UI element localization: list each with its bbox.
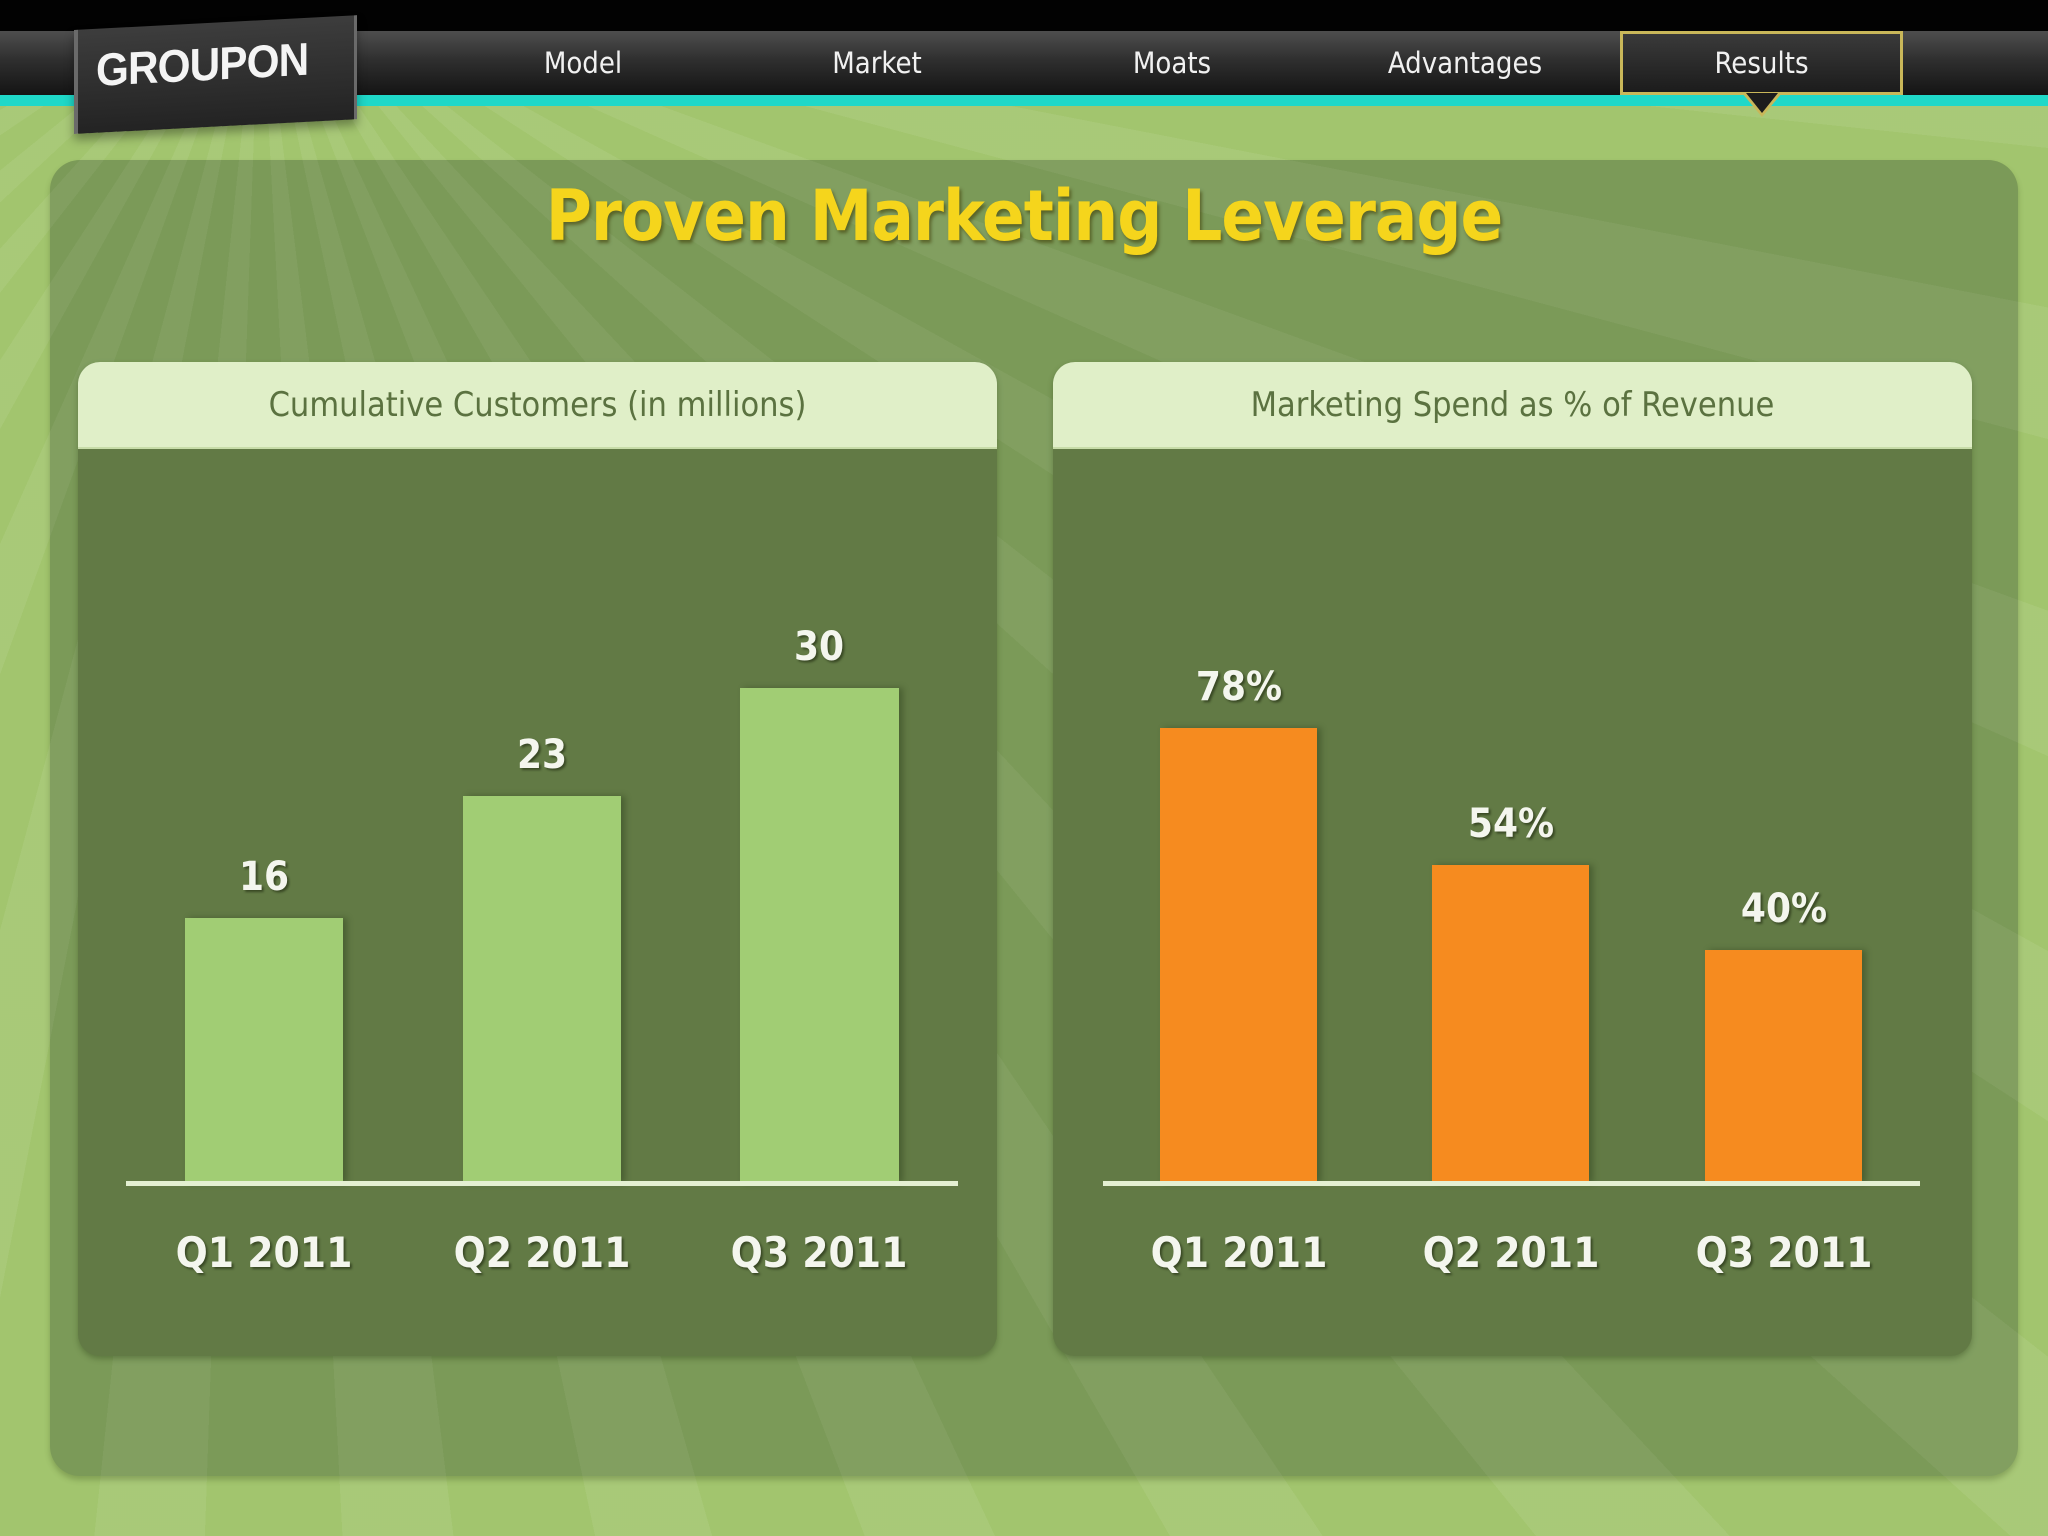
customers-chart-header: Cumulative Customers (in millions) — [78, 362, 997, 449]
x-axis-label: Q3 2011 — [1695, 1228, 1873, 1277]
marketing-chart-header: Marketing Spend as % of Revenue — [1053, 362, 1972, 449]
bar-value-label: 16 — [238, 854, 290, 900]
nav-item-market[interactable]: Market — [757, 31, 997, 95]
nav-item-label: Moats — [1132, 46, 1212, 80]
x-axis-label: Q3 2011 — [730, 1228, 908, 1277]
x-axis-label: Q1 2011 — [175, 1228, 353, 1277]
bar-q1-2011 — [1160, 728, 1317, 1183]
x-axis-label: Q2 2011 — [453, 1228, 631, 1277]
nav-item-label: Market — [832, 46, 922, 80]
x-axis-label: Q2 2011 — [1422, 1228, 1600, 1277]
bar-q3-2011 — [1705, 950, 1862, 1183]
slide-title: Proven Marketing Leverage — [545, 175, 1503, 257]
logo-text: GROUPON — [96, 32, 309, 96]
bar-value-label: 54% — [1467, 801, 1555, 847]
customers-chart-card: Cumulative Customers (in millions) 16 23… — [78, 362, 997, 1356]
x-axis-line — [126, 1181, 958, 1186]
nav-item-advantages[interactable]: Advantages — [1345, 31, 1585, 95]
nav-item-label: Results — [1714, 46, 1809, 80]
bar-q2-2011 — [1432, 865, 1589, 1183]
bar-q1-2011 — [185, 918, 343, 1183]
nav-item-label: Model — [543, 46, 623, 80]
nav-item-results[interactable]: Results — [1620, 31, 1903, 95]
bar-value-label: 30 — [793, 624, 845, 670]
bar-q3-2011 — [740, 688, 899, 1183]
bar-q2-2011 — [463, 796, 621, 1183]
nav-item-moats[interactable]: Moats — [1052, 31, 1292, 95]
nav-item-label: Advantages — [1387, 46, 1543, 80]
active-nav-pointer — [1746, 93, 1778, 113]
nav-item-model[interactable]: Model — [463, 31, 703, 95]
groupon-logo[interactable]: GROUPON — [74, 15, 357, 135]
x-axis-label: Q1 2011 — [1150, 1228, 1328, 1277]
bar-value-label: 78% — [1195, 664, 1283, 710]
marketing-chart-card: Marketing Spend as % of Revenue 78% 54% … — [1053, 362, 1972, 1356]
x-axis-line — [1103, 1181, 1920, 1186]
nav-accent-line — [0, 95, 2048, 106]
bar-value-label: 40% — [1740, 886, 1828, 932]
bar-value-label: 23 — [516, 732, 568, 778]
